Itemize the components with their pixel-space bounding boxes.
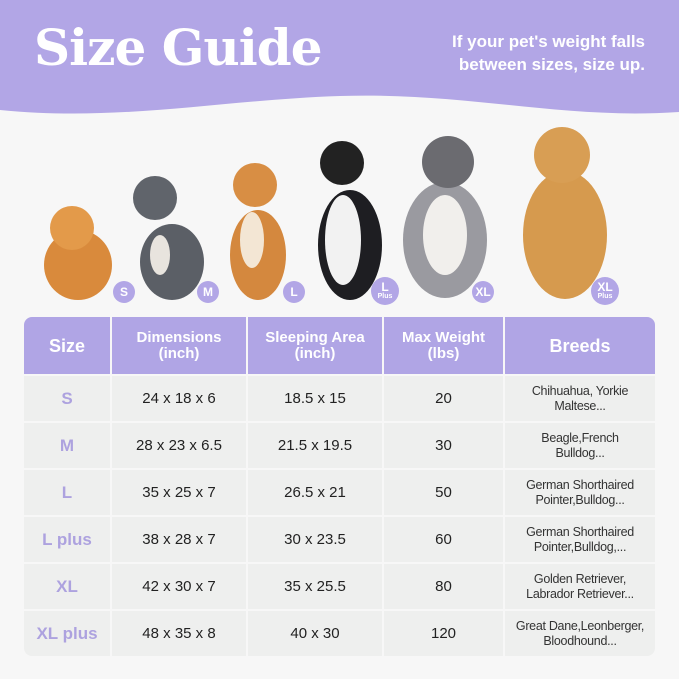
- max-weight-cell: 120: [384, 611, 503, 656]
- sizing-note-line: between sizes, size up.: [458, 55, 645, 74]
- header-unit: (lbs): [427, 344, 460, 362]
- breeds-cell: Beagle,French Bulldog...: [505, 423, 655, 468]
- dimensions-cell: 35 x 25 x 7: [112, 470, 246, 515]
- size-cell: M: [24, 423, 110, 468]
- header-text: Sleeping Area: [265, 328, 365, 346]
- sleeping-area-cell: 30 x 23.5: [248, 517, 382, 562]
- sizing-note: If your pet's weight falls between sizes…: [452, 30, 645, 76]
- header-text: Size: [48, 335, 86, 356]
- dimensions-cell: 38 x 28 x 7: [112, 517, 246, 562]
- column-header: Dimensions (inch): [112, 317, 246, 374]
- breeds-cell: German Shorthaired Pointer,Bulldog...: [505, 470, 655, 515]
- dimensions-cell: 48 x 35 x 8: [112, 611, 246, 656]
- size-badge: XL Plus: [591, 277, 619, 305]
- breeds-line: Golden Retriever,: [533, 571, 627, 586]
- breeds-cell: Golden Retriever, Labrador Retriever...: [505, 564, 655, 609]
- breeds-line: German Shorthaired: [526, 524, 634, 539]
- max-weight-cell: 80: [384, 564, 503, 609]
- size-cell: XL plus: [24, 611, 110, 656]
- breeds-line: German Shorthaired: [526, 477, 634, 492]
- breeds-line: Chihuahua, Yorkie: [531, 383, 629, 398]
- breeds-line: Bulldog...: [555, 445, 605, 460]
- breeds-line: Pointer,Bulldog...: [535, 492, 625, 507]
- dimensions-cell: 28 x 23 x 6.5: [112, 423, 246, 468]
- dog-french-bulldog: [133, 176, 204, 300]
- sleeping-area-cell: 35 x 25.5: [248, 564, 382, 609]
- badge-sublabel: Plus: [377, 292, 393, 300]
- breeds-line: Beagle,French: [541, 430, 619, 445]
- size-badge: S: [113, 281, 135, 303]
- size-cell: XL: [24, 564, 110, 609]
- badge-label: XL: [597, 279, 613, 294]
- header-text: Breeds: [549, 335, 611, 356]
- sleeping-area-cell: 40 x 30: [248, 611, 382, 656]
- header-banner: [0, 0, 679, 114]
- badge-sublabel: Plus: [597, 292, 613, 300]
- max-weight-cell: 60: [384, 517, 503, 562]
- header-text: Dimensions: [136, 328, 222, 346]
- badge-label: S: [119, 284, 128, 299]
- size-cell: S: [24, 376, 110, 421]
- badge-label: XL: [475, 284, 491, 299]
- dog-lineup-image: [44, 127, 607, 300]
- dog-golden-retriever: [523, 127, 607, 299]
- size-badge: L Plus: [371, 277, 399, 305]
- max-weight-cell: 30: [384, 423, 503, 468]
- badge-label: M: [203, 284, 213, 299]
- breeds-cell: German Shorthaired Pointer,Bulldog,...: [505, 517, 655, 562]
- dog-australian-shepherd: [403, 136, 487, 298]
- breeds-cell: Chihuahua, Yorkie Maltese...: [505, 376, 655, 421]
- header-unit: (inch): [158, 344, 200, 362]
- dimensions-cell: 42 x 30 x 7: [112, 564, 246, 609]
- breeds-line: Maltese...: [554, 398, 606, 413]
- page-title: Size Guide: [34, 18, 323, 77]
- size-badge: M: [197, 281, 219, 303]
- header-unit: (inch): [294, 344, 336, 362]
- sleeping-area-cell: 21.5 x 19.5: [248, 423, 382, 468]
- dog-shiba-inu: [230, 163, 286, 300]
- sizing-note-line: If your pet's weight falls: [452, 32, 645, 51]
- size-badge: XL: [472, 281, 494, 303]
- column-header: Max Weight (lbs): [384, 317, 503, 374]
- dimensions-cell: 24 x 18 x 6: [112, 376, 246, 421]
- column-header: Size: [24, 317, 110, 374]
- dog-border-collie: [318, 141, 382, 300]
- breeds-line: Bloodhound...: [543, 633, 617, 648]
- breeds-line: Pointer,Bulldog,...: [533, 539, 627, 554]
- dog-pomeranian: [44, 206, 112, 300]
- header-text: Max Weight: [401, 328, 486, 346]
- size-badge: L: [283, 281, 305, 303]
- breeds-line: Great Dane,Leonberger,: [515, 618, 645, 633]
- max-weight-cell: 50: [384, 470, 503, 515]
- badge-label: L: [381, 279, 389, 294]
- sleeping-area-cell: 26.5 x 21: [248, 470, 382, 515]
- breeds-line: Labrador Retriever...: [526, 586, 634, 601]
- size-table: Size Dimensions (inch) Sleeping Area (inch) M…: [24, 317, 655, 656]
- size-cell: L plus: [24, 517, 110, 562]
- max-weight-cell: 20: [384, 376, 503, 421]
- column-header: Breeds: [505, 317, 655, 374]
- column-header: Sleeping Area (inch): [248, 317, 382, 374]
- size-cell: L: [24, 470, 110, 515]
- sleeping-area-cell: 18.5 x 15: [248, 376, 382, 421]
- badge-label: L: [290, 284, 298, 299]
- breeds-cell: Great Dane,Leonberger, Bloodhound...: [505, 611, 655, 656]
